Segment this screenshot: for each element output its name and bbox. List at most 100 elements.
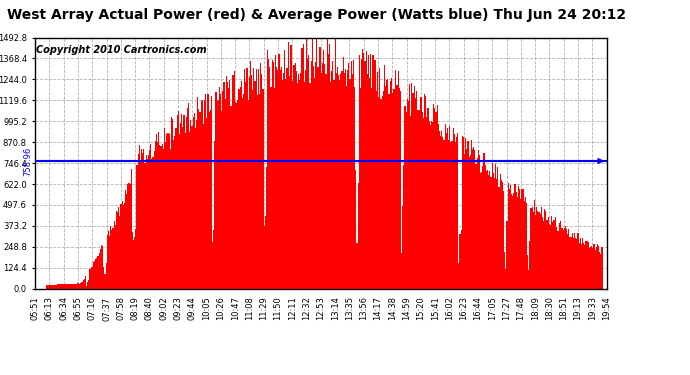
Bar xyxy=(76,284,77,289)
Bar xyxy=(567,234,569,289)
Bar xyxy=(444,124,446,289)
Bar xyxy=(593,244,595,289)
Bar xyxy=(93,262,94,289)
Bar xyxy=(297,82,298,289)
Bar xyxy=(310,61,312,289)
Bar xyxy=(188,103,189,289)
Bar xyxy=(356,243,357,289)
Bar xyxy=(196,120,197,289)
Bar xyxy=(283,74,284,289)
Bar xyxy=(315,62,316,289)
Bar xyxy=(471,140,472,289)
Bar xyxy=(391,78,392,289)
Bar xyxy=(504,252,505,289)
Bar xyxy=(353,60,354,289)
Bar xyxy=(364,61,366,289)
Bar xyxy=(193,117,194,289)
Bar xyxy=(135,229,137,289)
Bar xyxy=(101,245,102,289)
Bar xyxy=(589,248,590,289)
Bar xyxy=(401,253,402,289)
Bar xyxy=(550,225,551,289)
Bar xyxy=(402,206,404,289)
Bar xyxy=(453,128,454,289)
Bar xyxy=(540,214,541,289)
Bar xyxy=(590,246,591,289)
Bar xyxy=(90,267,92,289)
Bar xyxy=(248,77,250,289)
Bar xyxy=(472,149,473,289)
Bar xyxy=(146,155,147,289)
Bar xyxy=(407,99,408,289)
Bar xyxy=(227,82,228,289)
Bar xyxy=(64,284,66,289)
Bar xyxy=(191,126,193,289)
Bar xyxy=(116,211,117,289)
Bar xyxy=(69,285,70,289)
Bar xyxy=(154,151,155,289)
Bar xyxy=(498,188,500,289)
Bar xyxy=(87,282,88,289)
Bar xyxy=(95,259,97,289)
Bar xyxy=(538,212,540,289)
Bar xyxy=(130,169,132,289)
Bar xyxy=(194,113,195,289)
Bar xyxy=(420,98,422,289)
Bar xyxy=(385,86,386,289)
Bar xyxy=(544,209,545,289)
Bar xyxy=(233,75,234,289)
Bar xyxy=(432,122,433,289)
Bar xyxy=(68,284,69,289)
Bar xyxy=(177,115,178,289)
Bar xyxy=(228,88,229,289)
Bar xyxy=(88,280,90,289)
Bar xyxy=(71,284,72,289)
Bar xyxy=(117,211,118,289)
Bar xyxy=(354,87,355,289)
Bar xyxy=(469,157,470,289)
Bar xyxy=(447,128,448,289)
Bar xyxy=(234,71,235,289)
Bar xyxy=(148,155,149,289)
Bar xyxy=(107,235,108,289)
Bar xyxy=(428,121,430,289)
Bar xyxy=(545,211,546,289)
Bar xyxy=(319,46,321,289)
Bar xyxy=(573,238,574,289)
Bar xyxy=(224,82,225,289)
Bar xyxy=(536,207,538,289)
Bar xyxy=(578,232,579,289)
Bar xyxy=(123,206,124,289)
Bar xyxy=(446,133,447,289)
Bar xyxy=(491,163,493,289)
Bar xyxy=(267,50,268,289)
Bar xyxy=(597,244,598,289)
Bar xyxy=(229,80,230,289)
Bar xyxy=(337,67,338,289)
Bar xyxy=(112,228,114,289)
Bar xyxy=(237,100,238,289)
Bar xyxy=(460,234,461,289)
Bar xyxy=(151,159,152,289)
Bar xyxy=(195,128,196,289)
Bar xyxy=(230,106,232,289)
Bar xyxy=(368,56,369,289)
Bar xyxy=(455,142,456,289)
Bar xyxy=(600,254,602,289)
Bar xyxy=(493,173,494,289)
Bar xyxy=(197,97,198,289)
Bar xyxy=(565,225,566,289)
Bar xyxy=(474,150,475,289)
Bar xyxy=(152,158,154,289)
Bar xyxy=(331,71,333,289)
Bar xyxy=(417,110,418,289)
Bar xyxy=(213,230,215,289)
Bar xyxy=(322,63,323,289)
Bar xyxy=(150,144,151,289)
Bar xyxy=(299,80,300,289)
Bar xyxy=(508,183,509,289)
Bar xyxy=(246,68,248,289)
Bar xyxy=(243,94,244,289)
Bar xyxy=(569,237,571,289)
Bar xyxy=(595,247,597,289)
